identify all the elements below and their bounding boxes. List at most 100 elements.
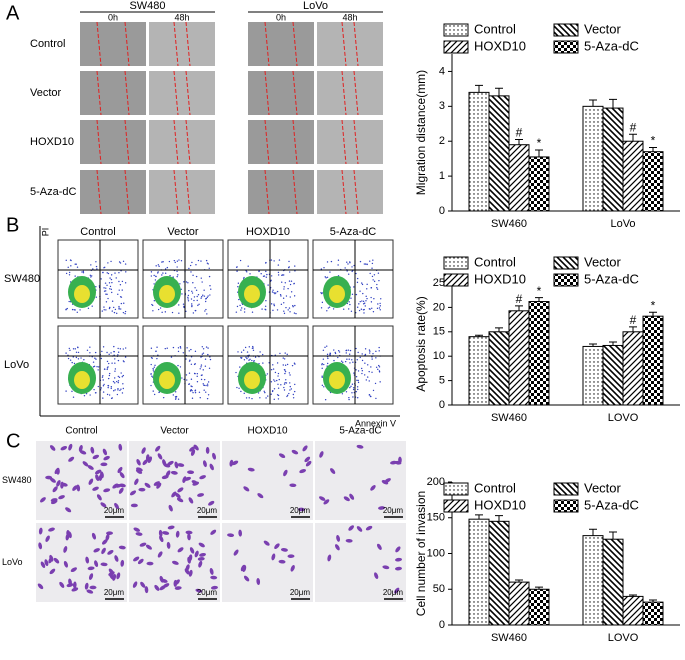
error-bar <box>629 133 637 142</box>
event <box>166 266 169 269</box>
event <box>113 390 115 392</box>
event <box>260 272 262 275</box>
y-axis-label: Migration distance(mm) <box>414 70 428 195</box>
event <box>170 356 173 358</box>
event <box>173 259 176 262</box>
event <box>329 353 331 356</box>
event <box>321 301 324 304</box>
bar <box>488 520 510 626</box>
event <box>100 387 102 389</box>
event <box>188 267 190 270</box>
event <box>277 372 280 375</box>
cell <box>177 463 185 467</box>
event <box>196 381 199 383</box>
cell <box>134 478 139 486</box>
event <box>259 397 261 399</box>
cell <box>52 486 58 493</box>
event <box>117 389 119 391</box>
wound-edge <box>124 169 130 215</box>
event <box>107 386 109 389</box>
event <box>87 307 90 309</box>
event <box>95 286 97 288</box>
event <box>207 295 209 297</box>
event <box>176 270 178 273</box>
cell <box>356 444 364 449</box>
event <box>342 361 344 364</box>
bar <box>642 315 664 406</box>
event <box>199 368 201 370</box>
event <box>94 357 96 359</box>
wound-image <box>317 170 383 214</box>
event <box>237 285 239 288</box>
event <box>293 390 296 393</box>
event <box>111 281 113 284</box>
event <box>239 366 241 368</box>
event <box>194 350 197 353</box>
cell <box>60 446 68 451</box>
event <box>371 307 373 310</box>
event <box>174 261 176 264</box>
error-bar <box>495 515 503 522</box>
event <box>190 363 193 365</box>
event <box>101 350 103 353</box>
event <box>118 376 121 379</box>
event <box>243 392 245 395</box>
event <box>286 394 289 397</box>
wound-image <box>248 22 314 66</box>
event <box>288 266 290 269</box>
event <box>196 373 199 375</box>
density <box>159 371 175 389</box>
event <box>285 295 288 297</box>
event <box>326 362 329 365</box>
event <box>374 382 377 385</box>
event <box>286 395 288 398</box>
event <box>348 398 350 401</box>
bar <box>508 310 530 406</box>
y-axis-label: Cell number of invasion <box>414 491 428 616</box>
error-bar <box>475 334 483 337</box>
event <box>77 346 79 348</box>
event <box>208 275 211 278</box>
event <box>195 264 197 266</box>
event <box>293 312 296 314</box>
event <box>196 375 198 378</box>
event <box>379 381 381 383</box>
cell <box>378 506 386 510</box>
event <box>164 311 167 313</box>
event <box>286 353 288 356</box>
cell <box>305 460 312 467</box>
event <box>355 347 357 350</box>
event <box>243 276 245 279</box>
event <box>377 272 380 274</box>
event <box>153 283 155 285</box>
event <box>272 364 274 366</box>
legend-swatch <box>443 482 469 496</box>
event <box>295 312 297 315</box>
cell <box>197 557 205 561</box>
event <box>119 296 122 298</box>
time-label: 0h <box>276 12 286 22</box>
event <box>164 347 166 350</box>
event <box>200 378 203 381</box>
event <box>70 259 72 262</box>
event <box>323 386 325 388</box>
cell <box>174 461 179 469</box>
row-label: Vector <box>30 87 62 99</box>
event <box>361 370 364 372</box>
significance-mark: # <box>516 292 523 306</box>
event <box>380 298 382 300</box>
event <box>119 389 121 392</box>
event <box>249 358 251 361</box>
event <box>321 384 324 387</box>
legend-label: Vector <box>584 480 622 495</box>
event <box>365 295 367 298</box>
y-tick-label: 20 <box>433 301 445 313</box>
scale-bar-label: 20μm <box>104 588 125 597</box>
event <box>282 364 284 366</box>
event <box>153 366 156 368</box>
cell <box>175 530 180 538</box>
cell <box>141 447 146 454</box>
legend-swatch <box>553 40 579 54</box>
cell <box>199 552 206 557</box>
